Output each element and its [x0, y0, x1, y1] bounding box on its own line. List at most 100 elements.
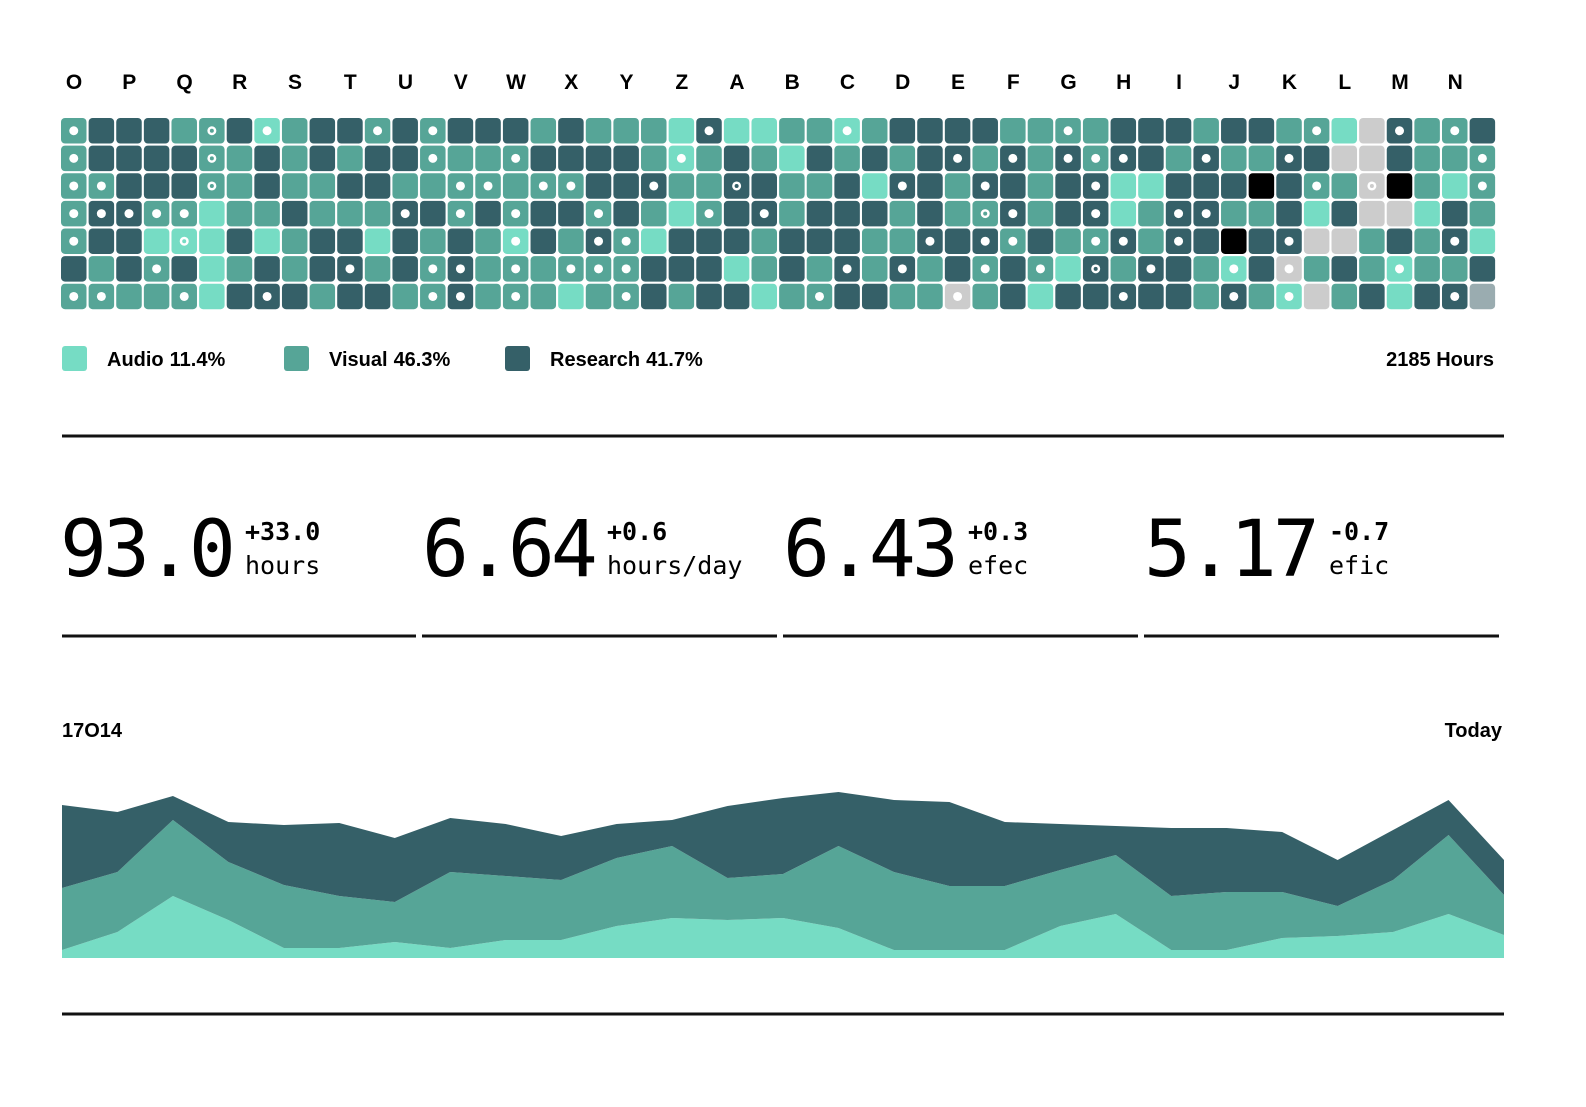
cell: [116, 283, 142, 310]
cell-dot: [1229, 264, 1239, 274]
cell: [723, 283, 750, 310]
cell: [1221, 200, 1247, 227]
cell: [1138, 118, 1164, 144]
cell: [281, 173, 308, 199]
legend-share: 11.4%: [170, 349, 226, 371]
cell: [751, 118, 777, 144]
cell: [143, 228, 170, 254]
cell-dot: [428, 291, 438, 301]
cell: [1055, 283, 1081, 310]
cell: [779, 118, 805, 144]
cell: [1110, 173, 1137, 199]
cell-dot: [1035, 264, 1045, 274]
cell: [889, 145, 916, 172]
cell: [834, 200, 860, 227]
cell-dot: [69, 291, 79, 301]
cell: [1303, 145, 1330, 172]
cell: [309, 256, 336, 282]
cell: [806, 256, 833, 282]
cell: [364, 256, 391, 282]
cell: [1110, 118, 1137, 144]
column-label: G: [1060, 71, 1076, 94]
cell: [1082, 283, 1109, 310]
cell-dot: [483, 181, 493, 191]
total-hours: 2185 Hours: [1386, 349, 1494, 371]
cell: [1193, 228, 1219, 254]
stream-layer: [62, 792, 1504, 906]
cell: [944, 173, 971, 199]
cell: [1248, 228, 1275, 254]
cell: [585, 283, 612, 310]
cell: [558, 283, 584, 310]
cell: [1138, 283, 1164, 310]
cell-dot: [428, 153, 438, 163]
cell-dot: [704, 126, 714, 136]
cell: [1082, 118, 1109, 144]
start-label: 17O14: [62, 720, 123, 742]
cell: [281, 283, 308, 310]
cell-dot: [511, 291, 521, 301]
cell: [364, 145, 391, 172]
cell: [723, 200, 750, 227]
cell: [1027, 200, 1054, 227]
cell: [723, 145, 750, 172]
legend-swatch: [284, 346, 309, 371]
cell: [116, 173, 142, 199]
cell: [696, 228, 722, 254]
cell: [171, 145, 197, 172]
cell-dot: [980, 236, 990, 246]
cell: [917, 118, 943, 144]
cell: [751, 283, 777, 310]
cell-dot: [96, 291, 106, 301]
cell: [337, 228, 363, 254]
cell: [585, 145, 612, 172]
cell: [861, 173, 888, 199]
cell: [751, 228, 777, 254]
cell-dot: [152, 264, 162, 274]
cell: [1055, 173, 1081, 199]
cell: [281, 118, 308, 144]
cell: [751, 145, 777, 172]
cell-dot: [897, 264, 907, 274]
cell: [1027, 283, 1054, 310]
cell: [226, 228, 253, 254]
cell: [1110, 200, 1137, 227]
cell: [861, 228, 888, 254]
cell-dot: [621, 291, 631, 301]
cell: [1193, 173, 1219, 199]
cell: [1442, 173, 1468, 199]
cell-dot: [1118, 236, 1128, 246]
column-label: O: [66, 71, 82, 94]
cell: [779, 173, 805, 199]
cell: [613, 173, 639, 199]
cell: [1414, 283, 1440, 310]
cell: [834, 145, 860, 172]
stat-unit: efic: [1329, 551, 1389, 580]
cell: [1221, 173, 1247, 199]
column-label: F: [1007, 71, 1020, 94]
column-label: W: [506, 71, 526, 94]
cell: [254, 228, 280, 254]
cell: [1386, 228, 1413, 254]
cell-dot: [1118, 153, 1128, 163]
cell: [1442, 200, 1468, 227]
cell: [143, 283, 170, 310]
cell-ring-center: [209, 156, 214, 161]
cell-dot: [511, 153, 521, 163]
cell: [226, 145, 253, 172]
cell-ring-center: [983, 211, 988, 216]
cell: [447, 228, 474, 254]
cell: [668, 256, 695, 282]
cell: [337, 145, 363, 172]
cell: [861, 118, 888, 144]
cell-dot: [1201, 153, 1211, 163]
cell: [1221, 118, 1247, 144]
cell: [475, 118, 501, 144]
stream-layer: [62, 820, 1504, 950]
cell: [806, 228, 833, 254]
cell: [475, 283, 501, 310]
cell-dot: [511, 264, 521, 274]
cell: [502, 118, 529, 144]
cell-dot: [455, 291, 465, 301]
